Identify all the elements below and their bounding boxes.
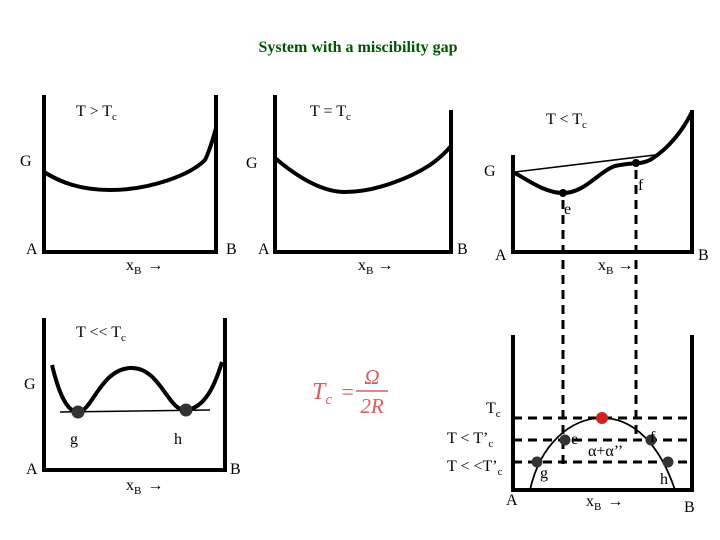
phase-point-f <box>645 434 657 446</box>
phase-h-label: h <box>660 471 668 488</box>
phase-t1-label: T < T’c <box>447 430 493 450</box>
panel-critical-g-curve <box>273 144 453 195</box>
phase-point-g <box>531 456 543 468</box>
panel-below-temp-label: T < Tc <box>546 111 587 131</box>
panel-far-below-axes <box>42 318 227 472</box>
panel-below-e-label: e <box>564 201 571 218</box>
phase-point-e <box>559 434 571 446</box>
panel-below-g-curve <box>512 111 694 196</box>
formula-equals: = <box>340 379 355 404</box>
panel-below-a-label: A <box>495 247 507 264</box>
panel-far-below-a-label: A <box>26 461 38 478</box>
phase-t2-label: T < <T’c <box>447 458 503 478</box>
panel-far-below-point-g <box>71 405 85 419</box>
phase-diagram: Tc T < T’c T < <T’c e f g h α+α’’ A B xB… <box>447 335 695 516</box>
critical-temperature-formula: Tc = Ω 2R <box>312 365 388 418</box>
panel-critical-x-label: xB → <box>358 257 393 277</box>
panel-far-below-point-h <box>179 403 193 417</box>
phase-region-label: α+α’’ <box>588 443 623 460</box>
panel-far-below-g-label: G <box>24 376 36 393</box>
formula-lhs: Tc <box>312 379 332 408</box>
panel-above-g-label: G <box>20 153 32 170</box>
panel-far-below-g-point-label: g <box>70 431 78 448</box>
panel-below-axes <box>511 110 694 254</box>
panel-below-b-label: B <box>698 247 709 264</box>
panel-critical-a-label: A <box>258 241 270 258</box>
panel-far-below-tc: T << Tc G g h A B xB → <box>24 318 241 497</box>
panel-above-g-curve <box>42 127 218 193</box>
phase-a-label: A <box>506 492 518 509</box>
panel-critical-axes <box>273 95 453 254</box>
panel-far-below-temp-label: T << Tc <box>76 324 126 344</box>
phase-g-label: g <box>540 465 548 482</box>
phase-f-label: f <box>650 429 656 446</box>
panel-far-below-g-curve <box>50 361 224 415</box>
formula-numerator: Ω <box>364 365 379 389</box>
panel-above-temp-label: T > Tc <box>76 103 117 123</box>
phase-tc-label: Tc <box>486 400 501 420</box>
panel-below-point-f <box>632 159 640 167</box>
critical-point <box>596 412 608 424</box>
panel-below-x-label: xB → <box>598 257 633 277</box>
panel-below-common-tangent <box>514 154 656 173</box>
panel-above-x-label: xB → <box>126 257 163 277</box>
panel-below-f-label: f <box>638 177 644 194</box>
phase-point-h <box>662 456 674 468</box>
panel-far-below-h-point-label: h <box>174 431 182 448</box>
panel-below-point-e <box>559 189 567 197</box>
phase-e-label: e <box>571 431 578 448</box>
formula-denominator: 2R <box>360 394 384 418</box>
panel-critical-b-label: B <box>457 241 468 258</box>
panel-above-axes <box>42 95 218 254</box>
phase-b-label: B <box>684 499 695 516</box>
panel-below-tc: T < Tc G e f A B xB → <box>484 110 709 277</box>
panel-above-tc: T > Tc G A B xB → <box>20 95 237 277</box>
panel-far-below-x-label: xB → <box>126 477 163 497</box>
phase-x-label: xB → <box>586 493 623 513</box>
panel-above-b-label: B <box>226 241 237 258</box>
panel-critical-tc: T = Tc G A B xB → <box>246 95 468 277</box>
panel-critical-g-label: G <box>246 155 258 172</box>
panel-critical-temp-label: T = Tc <box>310 103 351 123</box>
panel-below-g-label: G <box>484 163 496 180</box>
phase-diagram-axes <box>511 335 694 492</box>
panel-above-a-label: A <box>26 241 38 258</box>
panel-far-below-b-label: B <box>230 461 241 478</box>
figure-title: System with a miscibility gap <box>258 39 457 56</box>
